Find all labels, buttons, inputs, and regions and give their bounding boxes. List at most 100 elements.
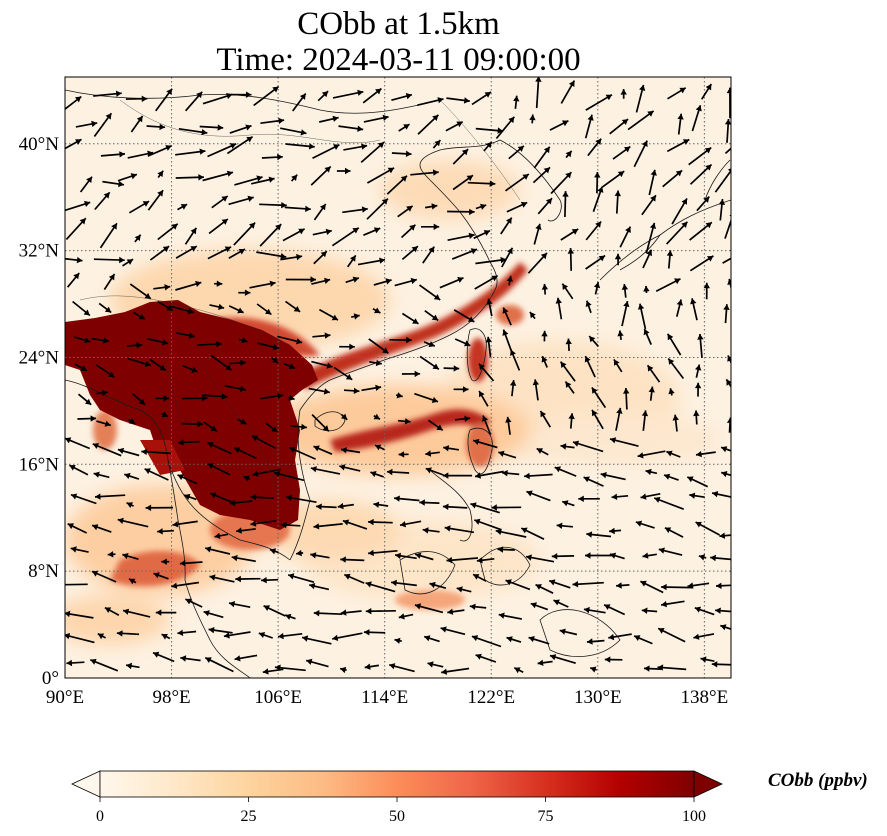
wind-arrow (366, 167, 395, 184)
colorbar-gradient (99, 770, 695, 798)
wind-arrow (65, 256, 83, 264)
wind-arrow (529, 114, 536, 124)
wind-arrow (363, 114, 389, 123)
wind-arrow (280, 521, 301, 529)
coastlines (65, 89, 731, 678)
wind-arrow (724, 147, 731, 155)
wind-arrow (228, 91, 252, 98)
wind-arrow (611, 493, 629, 500)
wind-arrow (342, 519, 368, 530)
colorbar-tick-label: 100 (682, 808, 706, 825)
lon-label: 114°E (361, 687, 408, 708)
wind-arrow (209, 303, 225, 310)
wind-arrow (77, 393, 92, 406)
wind-arrow (122, 553, 139, 561)
wind-arrow (214, 280, 223, 287)
wind-arrow (486, 298, 493, 317)
lon-label: 130°E (574, 687, 622, 708)
wind-arrow (372, 307, 381, 314)
wind-arrow (485, 336, 492, 358)
wind-arrow (568, 413, 575, 429)
colorbar-tick-label: 75 (538, 808, 554, 825)
wind-arrow (648, 169, 657, 196)
wind-arrow (65, 437, 91, 450)
wind-arrow (305, 658, 329, 668)
wind-arrow (422, 527, 440, 534)
wind-arrow (474, 274, 499, 290)
wind-arrow (495, 116, 515, 140)
wind-arrow (94, 493, 126, 500)
wind-arrow (94, 191, 111, 211)
wind-arrow (401, 245, 419, 261)
wind-arrow (394, 495, 420, 502)
wind-arrow (666, 138, 690, 153)
wind-arrow (583, 476, 604, 487)
wind-arrow (441, 667, 470, 675)
wind-arrow (425, 450, 440, 457)
wind-arrow (210, 354, 233, 371)
wind-arrow (224, 384, 247, 392)
wind-arrow (473, 229, 491, 240)
wind-arrow (91, 337, 110, 344)
wind-arrow (269, 548, 279, 555)
wind-arrow (615, 407, 623, 431)
lon-label: 106°E (254, 687, 302, 708)
wind-arrow (73, 336, 91, 344)
wind-arrow (637, 303, 647, 330)
wind-arrow (424, 310, 439, 322)
wind-arrow (75, 120, 98, 128)
wind-arrow (698, 554, 707, 561)
wind-arrow (535, 583, 554, 594)
wind-arrow (635, 520, 655, 529)
wind-arrow (592, 186, 604, 212)
wind-arrow (591, 387, 607, 409)
wind-arrow (447, 608, 465, 615)
wind-arrow (311, 277, 331, 285)
wind-arrow (128, 418, 136, 425)
wind-arrow (386, 175, 408, 195)
wind-arrow (527, 252, 548, 274)
wind-arrow (401, 370, 421, 378)
wind-arrow (495, 528, 527, 538)
wind-arrow (360, 141, 385, 164)
wind-arrow (91, 570, 117, 583)
wind-arrow (520, 527, 545, 540)
wind-arrow (555, 297, 563, 320)
wind-arrow (509, 380, 517, 397)
wind-arrow (505, 579, 531, 591)
wind-arrow (474, 470, 504, 479)
wind-arrow (129, 283, 152, 300)
wind-arrow (214, 532, 229, 539)
wind-arrow (155, 395, 170, 402)
wind-arrow (612, 145, 631, 160)
wind-arrow (290, 174, 298, 182)
wind-arrow (533, 146, 551, 169)
wind-arrow (694, 606, 715, 616)
wind-arrow (442, 503, 468, 510)
wind-arrow (561, 500, 575, 507)
wind-arrow (475, 203, 487, 210)
wind-arrow (277, 632, 303, 640)
wind-arrow (609, 552, 625, 560)
wind-arrow (65, 217, 87, 240)
wind-arrow (274, 664, 306, 672)
wind-arrow (633, 635, 653, 645)
wind-arrow (233, 447, 257, 460)
wind-arrow (500, 217, 513, 235)
wind-arrow (128, 200, 150, 214)
wind-arrow (443, 445, 460, 452)
wind-arrow (686, 476, 709, 488)
wind-arrow (642, 552, 657, 559)
wind-arrow (672, 414, 679, 432)
wind-arrow (727, 355, 731, 365)
wind-arrow (472, 573, 487, 582)
wind-arrow (208, 627, 233, 634)
wind-arrow (603, 604, 626, 616)
wind-arrow (287, 573, 315, 584)
wind-arrow (475, 653, 497, 663)
wind-arrow (386, 468, 410, 476)
wind-arrow (530, 602, 549, 611)
lat-label: 24°N (19, 347, 60, 368)
colorbar-tick-label: 0 (96, 808, 104, 825)
